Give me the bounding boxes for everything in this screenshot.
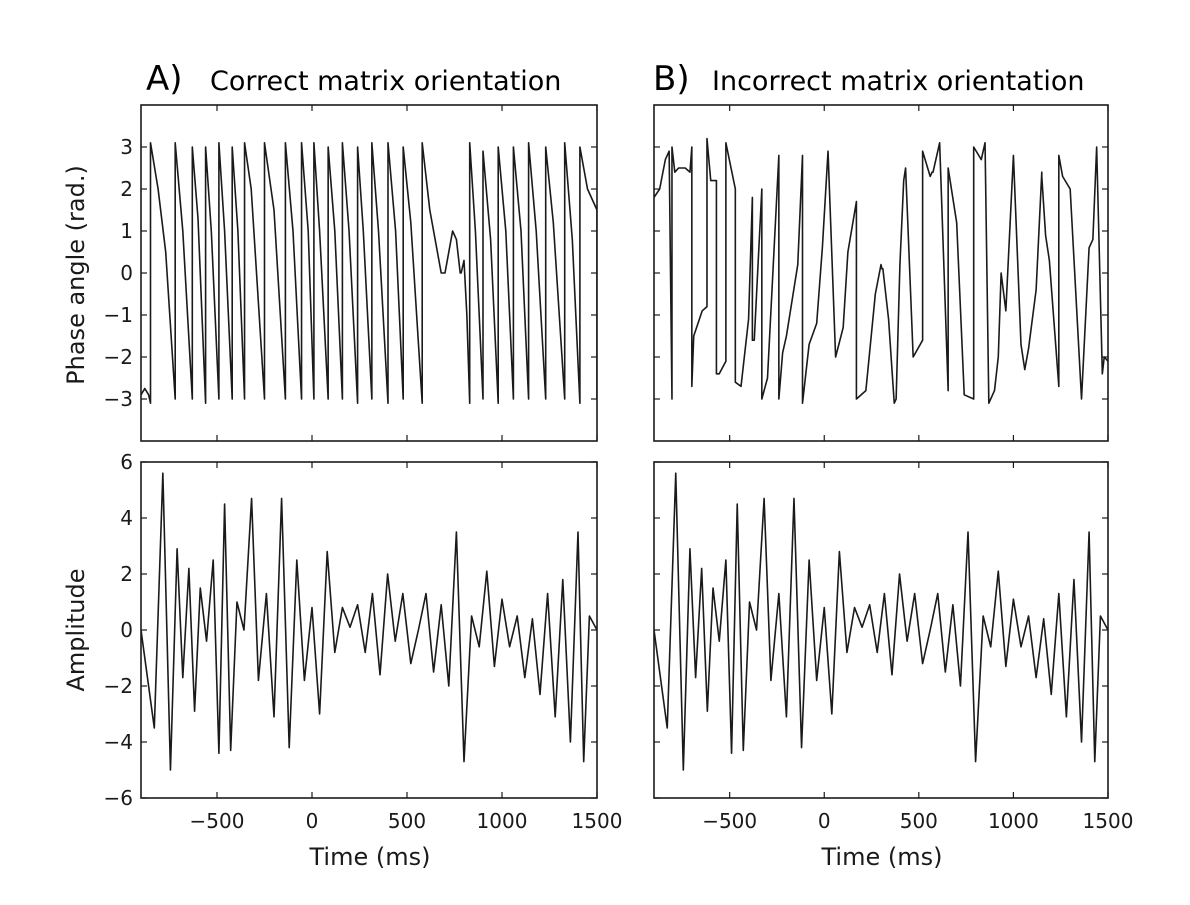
panel-a-amplitude-ytick-label: 0	[120, 618, 133, 642]
panel-b-amplitude-xtick-label: 0	[818, 809, 831, 833]
panel-a-amplitude-ytick-label: −6	[104, 786, 133, 810]
panel-a-letter: A)	[146, 59, 183, 99]
panel-a-phase-ytick-label: −2	[104, 345, 133, 369]
panel-a-phase-ytick-label: 3	[120, 135, 133, 159]
panel-b-amplitude-frame	[653, 461, 1109, 799]
panel-b-amplitude-plot: −500 0 500 1000 1500	[653, 461, 1134, 833]
panel-a-amplitude-xtick-label: 500	[388, 809, 426, 833]
panel-a-amplitude-series-line	[141, 472, 597, 771]
panel-a-amplitude-frame	[140, 461, 598, 799]
panel-a-amplitude-ytick-label: 6	[120, 450, 133, 474]
panel-a-amplitude-ytick-label: 4	[120, 506, 133, 530]
panel-a-amplitude-ytick-label: −4	[104, 730, 133, 754]
panel-b-phase-frame	[653, 104, 1109, 442]
panel-b-amplitude-series-line	[654, 472, 1108, 771]
x-axis-label-right: Time (ms)	[821, 843, 943, 871]
x-axis-label-left: Time (ms)	[309, 843, 431, 871]
panel-a-amplitude-ytick-label: −2	[104, 674, 133, 698]
panel-a-phase-series-line	[141, 142, 597, 404]
panel-a-phase-plot: −3 −2 −1 0 1 2 3	[104, 104, 598, 442]
panel-b-title: Incorrect matrix orientation	[712, 66, 1085, 97]
panel-a-amplitude-xtick-label: −500	[190, 809, 245, 833]
panel-b-phase-series-line	[654, 137, 1108, 404]
panel-a-amplitude-plot: −500 0 500 1000 1500 −6 −4 −2 0 2 4 6	[104, 450, 623, 833]
panel-b-amplitude-xtick-label: 1000	[988, 809, 1039, 833]
panel-b-letter: B)	[653, 59, 690, 99]
panel-b-amplitude-xtick-label: 1500	[1083, 809, 1134, 833]
panel-a-phase-ytick-label: 2	[120, 177, 133, 201]
panel-b-amplitude-xtick-label: 500	[900, 809, 938, 833]
panel-a-amplitude-xtick-label: 0	[306, 809, 319, 833]
panel-a-amplitude-xtick-label: 1000	[477, 809, 528, 833]
panel-a-title: Correct matrix orientation	[210, 66, 561, 97]
panel-a-amplitude-ytick-label: 2	[120, 562, 133, 586]
y-axis-label-amplitude: Amplitude	[62, 569, 90, 692]
panel-b-amplitude-xtick-label: −500	[702, 809, 757, 833]
panel-a-amplitude-xtick-label: 1500	[572, 809, 623, 833]
y-axis-label-phase: Phase angle (rad.)	[62, 165, 90, 385]
panel-a-phase-ytick-label: −1	[104, 303, 133, 327]
panel-b-phase-plot	[653, 104, 1109, 442]
panel-a-phase-ytick-label: 0	[120, 261, 133, 285]
panel-a-phase-ytick-label: −3	[104, 387, 133, 411]
panel-a-phase-ytick-label: 1	[120, 219, 133, 243]
